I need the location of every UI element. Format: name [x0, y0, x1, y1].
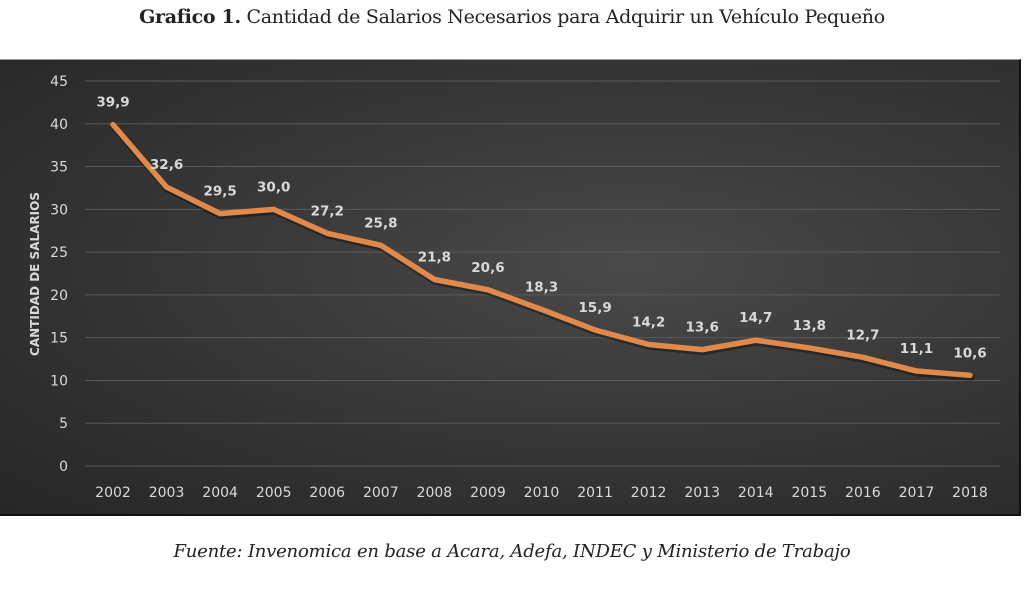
x-tick-label: 2002: [95, 485, 131, 501]
y-tick-label: 0: [59, 459, 68, 475]
chart-title-text: Cantidad de Salarios Necesarios para Adq…: [240, 6, 886, 28]
gridlines: [85, 80, 1000, 467]
data-labels: 39,9 32,6 29,5 30,0 27,2 25,8 21,8 20,6 18,3 15,9…: [96, 95, 986, 362]
y-tick-label: 35: [50, 160, 68, 176]
chart-title-bold: Grafico 1.: [139, 6, 241, 28]
data-label: 18,3: [525, 279, 558, 295]
x-tick-label: 2018: [952, 485, 988, 501]
data-label: 29,5: [203, 184, 236, 200]
data-label: 32,6: [150, 157, 183, 173]
data-label: 12,7: [846, 327, 879, 343]
x-tick-label: 2013: [684, 485, 720, 501]
y-tick-label: 40: [50, 117, 68, 133]
data-label: 27,2: [311, 203, 344, 219]
data-label: 13,8: [793, 318, 826, 334]
x-tick-label: 2003: [149, 485, 185, 501]
x-tick-label: 2011: [577, 485, 613, 501]
data-label: 11,1: [900, 341, 933, 357]
chart-area: 0 5 10 15 20 25 30 35 40 45 2002 2003 2004 2005 2006 2…: [0, 59, 1021, 516]
data-label: 14,7: [739, 310, 772, 326]
source-note: Fuente: Invenomica en base a Acara, Adef…: [173, 541, 851, 562]
x-tick-label: 2015: [791, 485, 827, 501]
x-tick-label: 2008: [417, 485, 453, 501]
y-tick-label: 5: [59, 416, 68, 432]
series-line: [110, 121, 975, 381]
data-label: 14,2: [632, 315, 665, 331]
x-tick-label: 2004: [202, 485, 238, 501]
y-tick-label: 15: [50, 331, 68, 347]
y-tick-label: 45: [50, 74, 68, 90]
x-tick-label: 2012: [631, 485, 667, 501]
data-label: 21,8: [418, 249, 451, 265]
x-tick-label: 2010: [524, 485, 560, 501]
data-label: 39,9: [96, 95, 129, 111]
y-tick-label: 20: [50, 288, 68, 304]
y-tick-label: 25: [50, 245, 68, 261]
x-tick-label: 2009: [470, 485, 506, 501]
y-axis-label: CANTIDAD DE SALARIOS: [28, 192, 42, 356]
x-tick-label: 2016: [845, 485, 881, 501]
x-tick-label: 2014: [738, 485, 774, 501]
data-label: 30,0: [257, 179, 290, 195]
y-axis-ticks: 0 5 10 15 20 25 30 35 40 45: [50, 74, 68, 475]
x-tick-label: 2007: [363, 485, 399, 501]
data-label: 20,6: [471, 260, 504, 276]
x-axis-ticks: 2002 2003 2004 2005 2006 2007 2008 2009 2010 2011…: [95, 485, 988, 501]
y-tick-label: 10: [50, 373, 68, 389]
x-tick-label: 2017: [899, 485, 935, 501]
data-label: 10,6: [953, 345, 986, 361]
chart-title: Grafico 1. Cantidad de Salarios Necesari…: [0, 6, 1024, 28]
data-label: 13,6: [686, 320, 719, 336]
x-tick-label: 2005: [256, 485, 292, 501]
y-tick-label: 30: [50, 202, 68, 218]
x-tick-label: 2006: [309, 485, 345, 501]
data-label: 15,9: [578, 300, 611, 316]
data-label: 25,8: [364, 215, 397, 231]
